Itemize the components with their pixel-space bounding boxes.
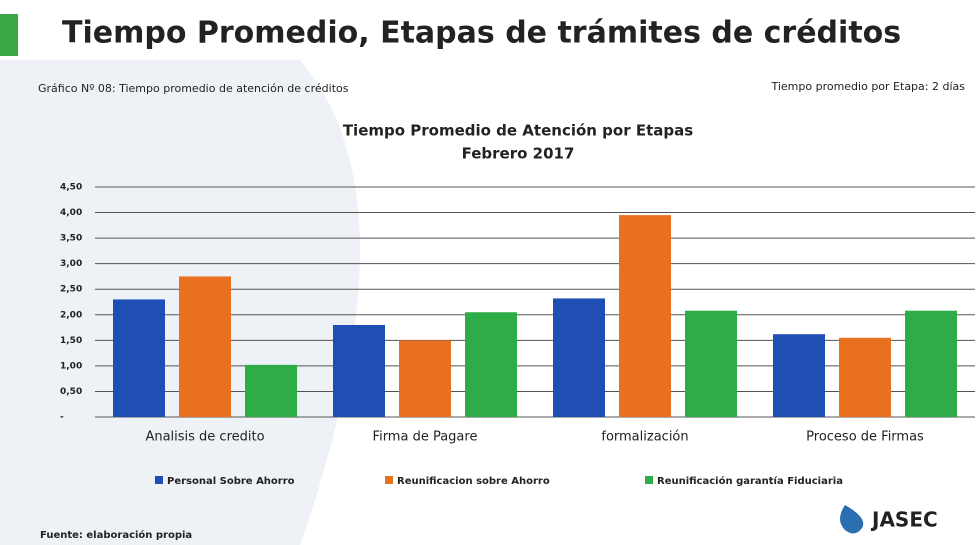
- logo-icon: [840, 505, 864, 534]
- bar: [839, 337, 891, 417]
- legend-swatch: [385, 476, 393, 484]
- legend-swatch: [155, 476, 163, 484]
- y-tick-label: 1,00: [60, 361, 82, 371]
- chart-subtitle: Febrero 2017: [462, 145, 575, 163]
- bar: [685, 310, 737, 417]
- x-tick-label: Analisis de credito: [145, 430, 264, 445]
- bar: [619, 215, 671, 417]
- logo: JASEC: [870, 508, 938, 532]
- bar: [245, 364, 297, 417]
- bar: [553, 298, 605, 417]
- x-tick-label: formalización: [601, 430, 688, 445]
- y-tick-label: 0,50: [60, 387, 82, 397]
- y-tick-label: 3,50: [60, 234, 82, 244]
- source: Fuente: elaboración propia: [40, 529, 192, 541]
- x-tick-label: Firma de Pagare: [373, 430, 478, 445]
- note: Tiempo promedio por Etapa: 2 días: [770, 80, 965, 93]
- bar: [333, 325, 385, 417]
- y-tick-label: -: [60, 413, 64, 423]
- y-tick-label: 4,00: [60, 208, 82, 218]
- y-tick-label: 4,50: [60, 183, 82, 193]
- legend-label: Reunificación garantía Fiduciaria: [657, 475, 843, 487]
- bar: [179, 276, 231, 417]
- chart-title: Tiempo Promedio de Atención por Etapas: [343, 122, 693, 140]
- bar: [113, 299, 165, 417]
- bar: [399, 340, 451, 417]
- plot: - 0,50 1,00 1,50 2,00 2,50 3,00 3,50 4,00 4,50 Ana…: [60, 183, 975, 487]
- y-tick-label: 3,00: [60, 259, 82, 269]
- title-accent: [0, 14, 18, 56]
- legend-label: Reunificacion sobre Ahorro: [397, 476, 550, 487]
- y-tick-label: 2,00: [60, 310, 82, 320]
- y-tick-label: 2,50: [60, 285, 82, 295]
- legend-swatch: [645, 476, 653, 484]
- y-tick-label: 1,50: [60, 336, 82, 346]
- bar: [773, 334, 825, 417]
- caption: Gráfico Nº 08: Tiempo promedio de atenci…: [38, 82, 349, 95]
- legend-label: Personal Sobre Ahorro: [167, 476, 295, 487]
- bar: [465, 312, 517, 417]
- x-tick-label: Proceso de Firmas: [806, 430, 924, 445]
- slide-title: Tiempo Promedio, Etapas de trámites de c…: [62, 16, 901, 51]
- bar: [905, 310, 957, 417]
